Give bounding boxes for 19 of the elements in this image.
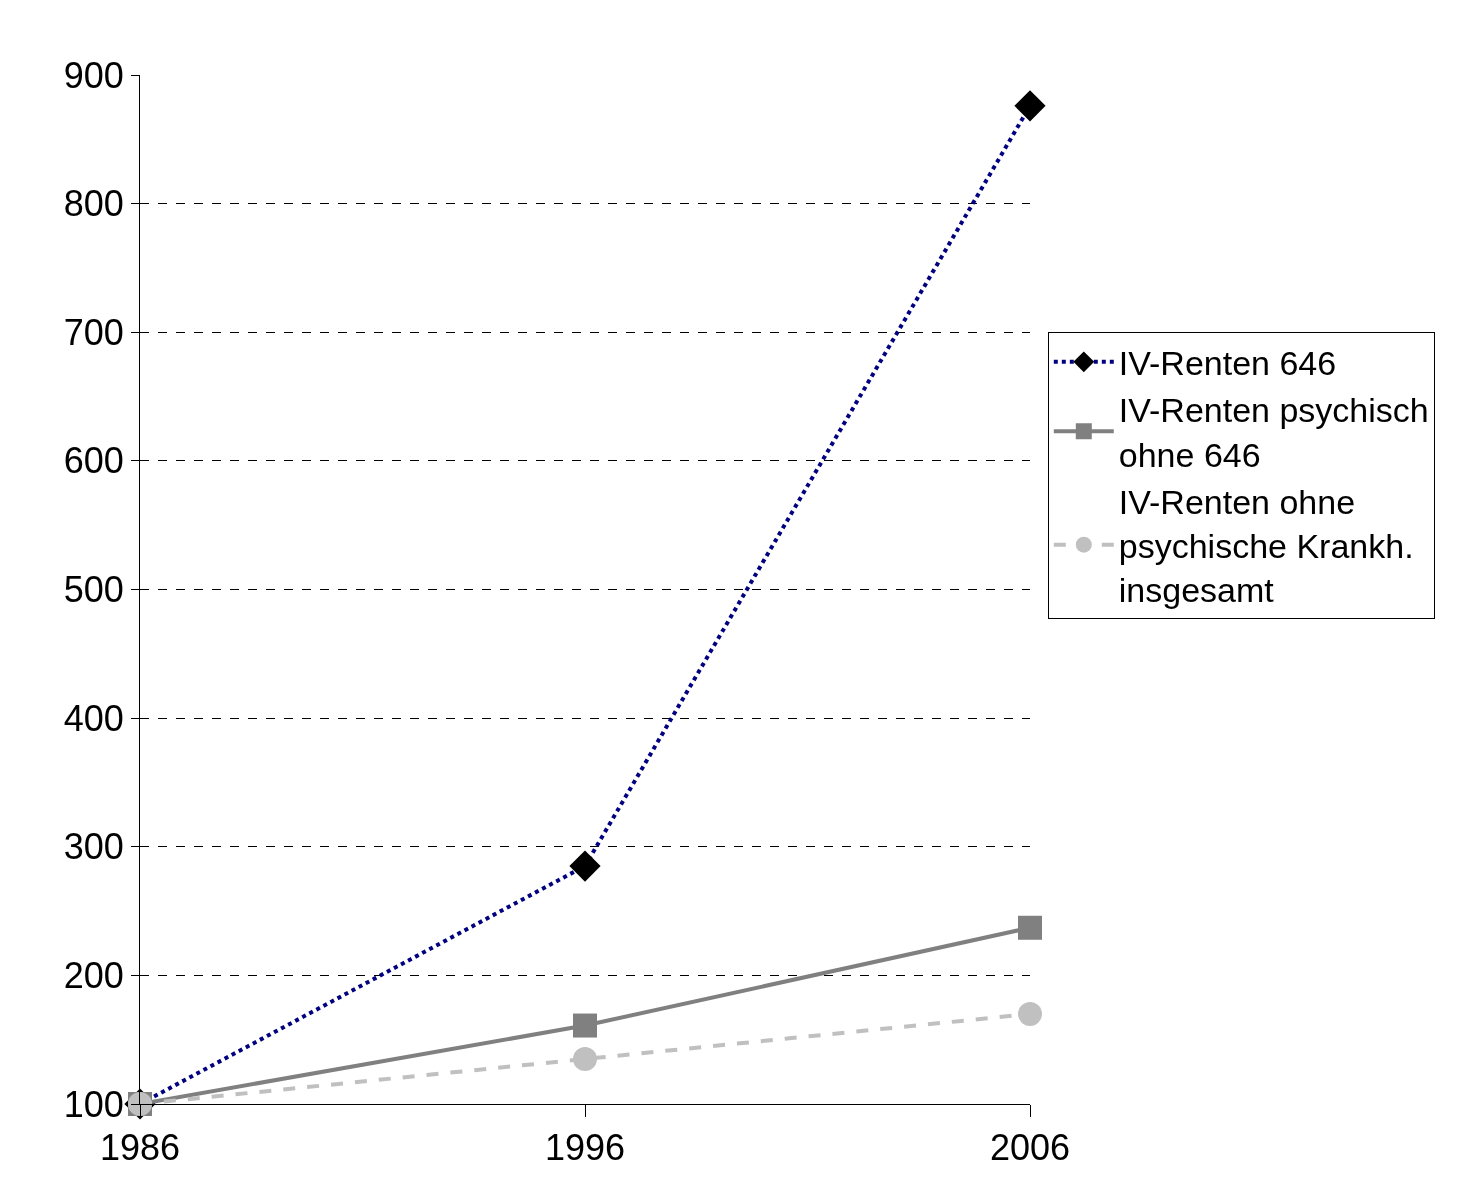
y-tick-label: 400 (63, 697, 124, 739)
y-tick-label: 200 (63, 954, 124, 996)
y-tick-label: 900 (63, 54, 124, 96)
x-tick-label: 1996 (544, 1127, 626, 1169)
point (1018, 915, 1042, 940)
x-tick-label: 2006 (989, 1127, 1071, 1169)
y-tick-label: 100 (63, 1083, 124, 1125)
point (573, 1046, 597, 1071)
y-tick-label: 500 (63, 569, 124, 611)
legend-label: IV-Renten psychisch ohne 646 (1118, 391, 1429, 474)
y-tick-label: 600 (63, 440, 124, 482)
x-tick-label: 1986 (99, 1127, 181, 1169)
point (573, 1013, 597, 1038)
y-tick-label: 300 (63, 826, 124, 868)
point (1018, 1001, 1042, 1026)
y-tick-label: 800 (63, 183, 124, 225)
legend-label: IV-Renten ohne psychische Krankh. insgesamt (1118, 482, 1414, 610)
legend-label: IV-Renten 646 (1118, 344, 1337, 383)
y-tick-label: 700 (63, 311, 124, 353)
